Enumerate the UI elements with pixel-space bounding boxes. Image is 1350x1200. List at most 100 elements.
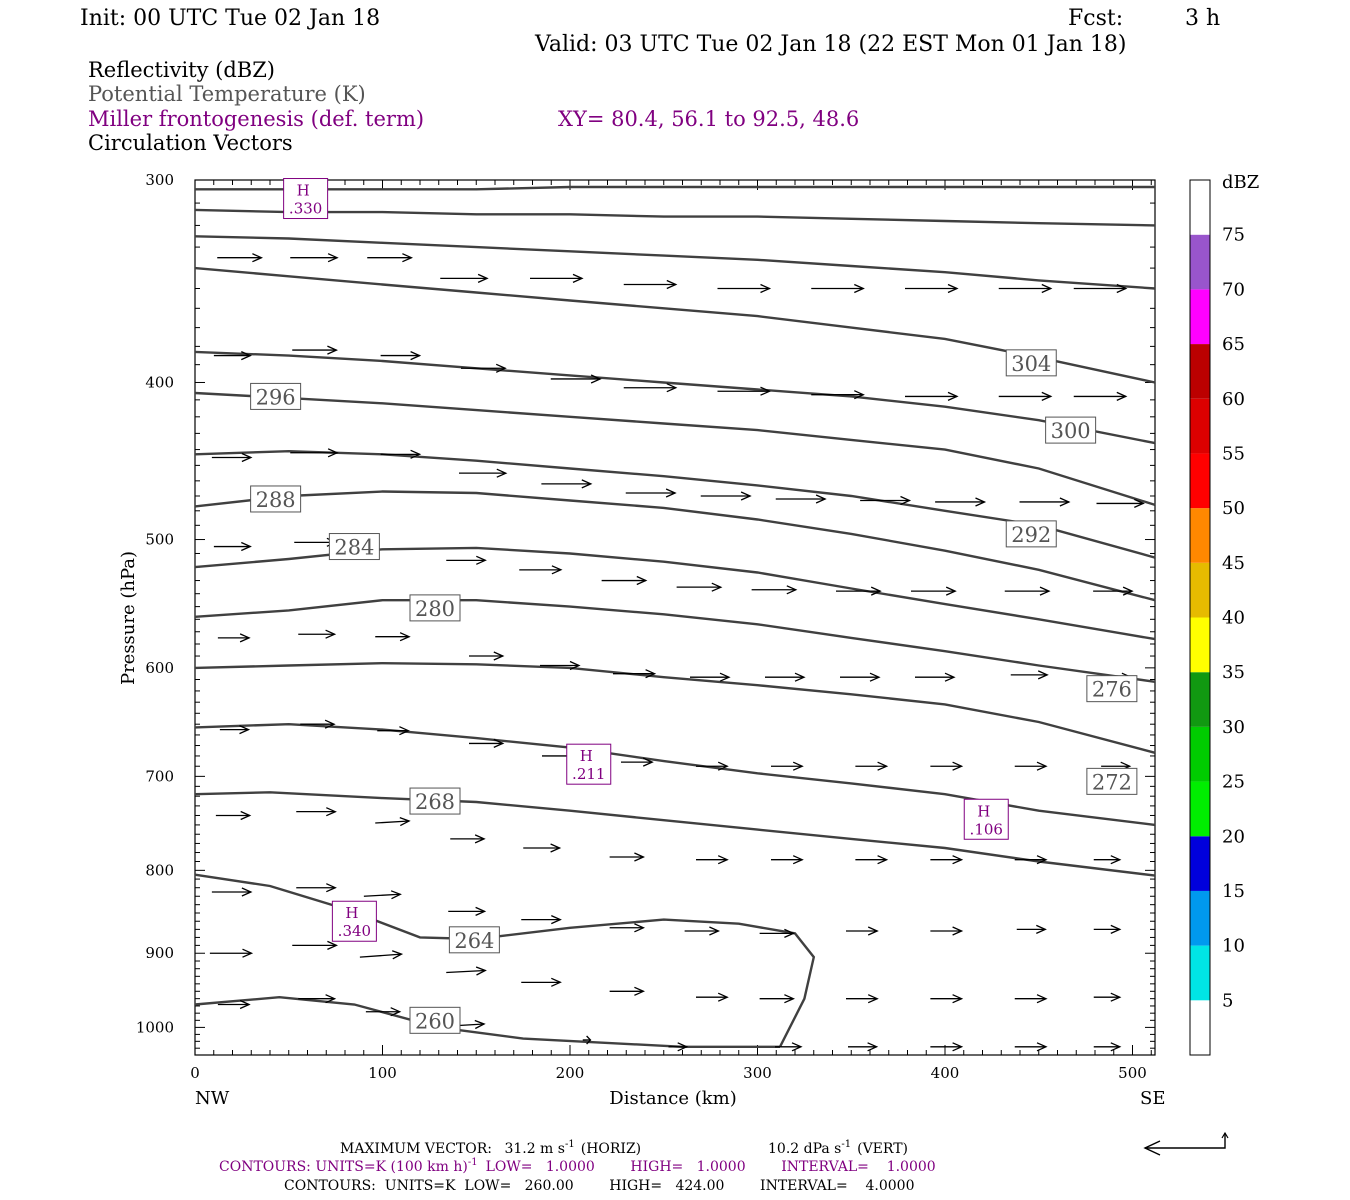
- vector-head: [326, 807, 337, 817]
- colorbar-segment: [1190, 234, 1210, 290]
- theta-contour-288: [194, 490, 1156, 602]
- vector-head: [784, 928, 796, 938]
- theta-contour-316: [195, 185, 1155, 191]
- circulation-vector: [1093, 1042, 1122, 1052]
- circulation-vector: [905, 283, 959, 294]
- circulation-vector: [469, 738, 505, 748]
- circulation-vector: [582, 1035, 592, 1045]
- vector-head: [242, 948, 254, 958]
- frontogenesis-max: H.106: [963, 798, 1009, 840]
- colorbar-tick: 40: [1222, 608, 1245, 629]
- theta-label-292: 292: [1005, 520, 1057, 548]
- circulation-vector: [840, 672, 881, 682]
- vector-head: [645, 669, 657, 679]
- x-tick-label: 300: [743, 1064, 772, 1082]
- vector-head: [869, 672, 881, 682]
- circulation-vector: [1019, 497, 1071, 507]
- vector-head: [325, 629, 337, 639]
- x-end-left: NW: [195, 1088, 230, 1109]
- theta-contour-labels: 260 264 268 272 276 280 284 288 292 296 300 304: [250, 349, 1138, 1034]
- theta-label-text: 280: [415, 597, 455, 621]
- circulation-vector: [450, 834, 486, 844]
- theta-label-text: 284: [334, 536, 374, 560]
- theta-contour-280: [194, 599, 1156, 683]
- vector-head: [495, 363, 507, 373]
- x-end-right: SE: [1140, 1088, 1165, 1109]
- vector-head: [1134, 498, 1145, 508]
- circulation-vector: [998, 283, 1053, 294]
- vector-head: [740, 491, 752, 501]
- circulation-vector: [765, 672, 806, 682]
- vector-shaft: [375, 820, 410, 824]
- theta-contour-268: [194, 791, 1156, 877]
- circulation-vector: [676, 582, 723, 592]
- circulation-vector: [300, 719, 336, 729]
- circulation-vector: [811, 390, 865, 400]
- theta-label-264: 264: [448, 926, 500, 954]
- circulation-vector: [1010, 670, 1049, 680]
- vector-head: [877, 855, 889, 865]
- circulation-vector: [700, 491, 752, 501]
- footer-contours-theta: CONTOURS: UNITS=K LOW= 260.00 HIGH= 424.…: [284, 1178, 915, 1194]
- vector-head: [1041, 391, 1053, 401]
- init-time: Init: 00 UTC Tue 02 Jan 18: [80, 6, 380, 31]
- circulation-vector: [296, 883, 337, 893]
- x-tick-label: 100: [368, 1064, 397, 1082]
- vector-head: [634, 923, 646, 933]
- circulation-vector: [521, 915, 562, 925]
- theta-label-280: 280: [409, 594, 461, 622]
- circulation-vector: [860, 495, 912, 506]
- circulation-vector: [690, 672, 731, 682]
- theta-label-box: [409, 594, 461, 622]
- vector-head: [326, 883, 337, 893]
- x-tick-label: 200: [556, 1064, 585, 1082]
- vector-head: [1110, 992, 1122, 1002]
- vector-head: [786, 585, 798, 595]
- circulation-vector: [1093, 924, 1122, 934]
- circulation-vector: [930, 761, 964, 771]
- frontogenesis-h: H: [345, 904, 358, 922]
- vector-head: [815, 494, 827, 504]
- vector-head: [475, 966, 487, 976]
- vector-head: [325, 994, 337, 1004]
- colorbar-segment: [1190, 398, 1210, 454]
- circulation-vector: [623, 383, 678, 393]
- colorbar-segment: [1190, 289, 1210, 345]
- circulation-vector: [751, 585, 798, 595]
- frontogenesis-value: .106: [970, 820, 1003, 838]
- vector-head: [636, 575, 648, 586]
- vector-head: [390, 890, 402, 900]
- circulation-vector: [915, 672, 956, 682]
- frontogenesis-value: .340: [338, 922, 371, 940]
- vector-head: [665, 488, 677, 498]
- y-axis-label: Pressure (hPa): [118, 551, 139, 685]
- vector-head: [642, 757, 654, 767]
- vector-head: [399, 726, 411, 736]
- circulation-vector: [298, 629, 337, 639]
- circulation-vector: [217, 999, 251, 1010]
- theta-label-box: [1086, 675, 1138, 703]
- vector-head: [952, 855, 964, 865]
- cross-section-xy: XY= 80.4, 56.1 to 92.5, 48.6: [558, 107, 859, 131]
- vector-head: [252, 253, 264, 263]
- vector-head: [947, 283, 959, 294]
- vector-head: [634, 986, 646, 996]
- circulation-vector: [530, 273, 584, 283]
- circulation-vector: [209, 948, 254, 958]
- circulation-vector: [1073, 283, 1128, 294]
- vector-head: [410, 351, 422, 361]
- theta-label-box: [409, 787, 461, 815]
- vector-head: [239, 633, 251, 643]
- circulation-vector: [446, 966, 487, 976]
- colorbar-tick: 45: [1222, 553, 1245, 574]
- colorbar-segment: [1190, 344, 1210, 399]
- circulation-vector: [621, 757, 654, 767]
- vector-head: [784, 994, 796, 1004]
- colorbar-frame: [1189, 179, 1211, 1056]
- circulation-vector: [998, 391, 1053, 401]
- theta-label-box: [1045, 416, 1097, 444]
- circulation-vectors: [209, 253, 1145, 1052]
- vector-head: [792, 855, 804, 865]
- circulation-vector: [759, 994, 796, 1004]
- colorbar-segment: [1190, 672, 1210, 727]
